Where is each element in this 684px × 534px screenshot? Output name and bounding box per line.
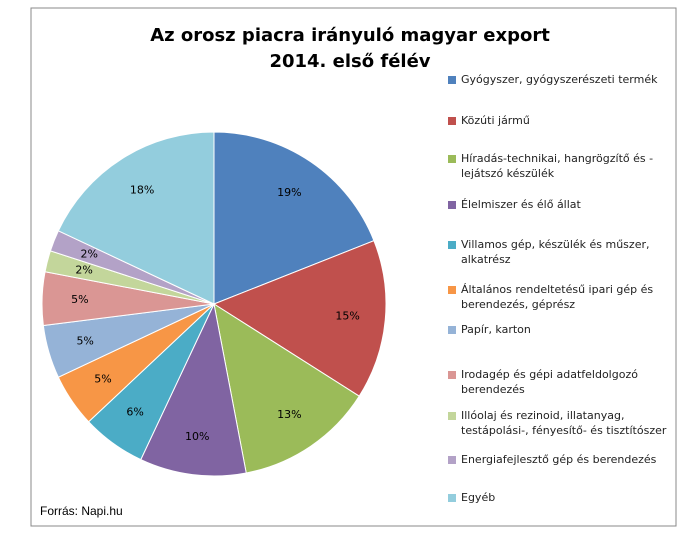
legend-swatch (448, 286, 456, 294)
data-label: 5% (76, 334, 93, 347)
chart-title: Az orosz piacra irányuló magyar export (150, 25, 550, 46)
legend-label: Illóolaj és rezinoid, illatanyag, testáp… (461, 409, 667, 437)
data-label: 13% (277, 408, 301, 421)
legend-swatch (448, 76, 456, 84)
legend-label: Irodagép és gépi adatfeldolgozó berendez… (461, 368, 638, 396)
data-label: 6% (126, 406, 143, 419)
legend-label: Híradás-technikai, hangrögzítő és -leját… (461, 152, 654, 180)
data-label: 2% (75, 264, 92, 277)
data-label: 5% (94, 372, 111, 385)
legend-label: Papír, karton (461, 323, 531, 336)
chart-subtitle: 2014. első félév (269, 51, 430, 72)
data-label: 18% (130, 184, 154, 197)
legend-label: Energiafejlesztő gép és berendezés (461, 453, 657, 466)
pie-slice (57, 131, 215, 305)
legend-label: Villamos gép, készülék és műszer, alkatr… (461, 238, 650, 266)
legend-label: Általános rendeltetésű ipari gép és bere… (461, 283, 654, 311)
legend-swatch (448, 201, 456, 209)
legend-label: Közúti jármű (461, 114, 530, 127)
pie-slice (212, 240, 387, 397)
legend-swatch (448, 494, 456, 502)
legend-swatch (448, 326, 456, 334)
legend-swatch (448, 412, 456, 420)
source: Forrás: Napi.hu (40, 504, 123, 518)
pie-slice (140, 302, 247, 477)
data-label: 5% (71, 293, 88, 306)
pie-slice (213, 302, 360, 474)
legend-label: Élelmiszer és élő állat (461, 198, 581, 211)
legend-label: Egyéb (461, 491, 496, 504)
legend-swatch (448, 456, 456, 464)
legend-swatch (448, 155, 456, 163)
data-label: 15% (335, 310, 359, 323)
data-label: 2% (81, 248, 98, 261)
data-label: 10% (185, 430, 209, 443)
legend-swatch (448, 371, 456, 379)
legend-swatch (448, 241, 456, 249)
legend-swatch (448, 117, 456, 125)
data-label: 19% (277, 186, 301, 199)
legend-label: Gyógyszer, gyógyszerészeti termék (461, 73, 658, 86)
pie-slice (213, 131, 375, 305)
